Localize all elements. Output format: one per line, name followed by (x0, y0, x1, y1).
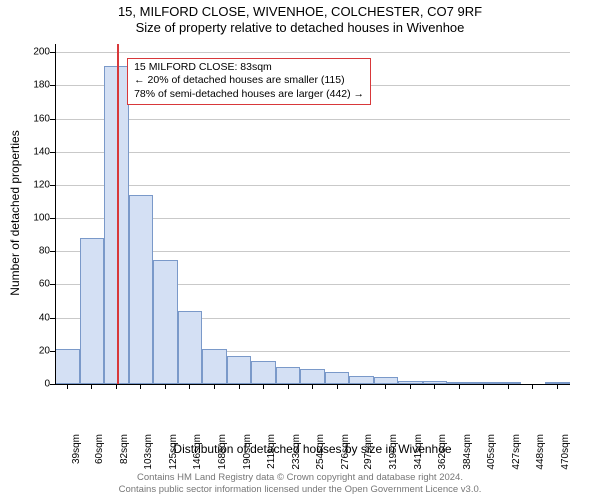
annotation-line: 78% of semi-detached houses are larger (… (134, 88, 364, 102)
y-tick-label: 120 (20, 179, 50, 190)
histogram-bar (178, 311, 203, 384)
histogram-bar (349, 376, 374, 384)
attribution-footer: Contains HM Land Registry data © Crown c… (0, 472, 600, 495)
histogram-bar (80, 238, 105, 384)
gridline (55, 152, 570, 153)
y-tick-label: 40 (20, 312, 50, 323)
y-tick-label: 80 (20, 246, 50, 257)
chart-title: 15, MILFORD CLOSE, WIVENHOE, COLCHESTER,… (0, 4, 600, 20)
plot-area: 02040608010012014016018020039sqm60sqm82s… (55, 44, 570, 384)
gridline (55, 119, 570, 120)
histogram-bar (129, 195, 154, 384)
y-tick-label: 20 (20, 345, 50, 356)
annotation-box: 15 MILFORD CLOSE: 83sqm← 20% of detached… (127, 58, 371, 105)
footer-line-1: Contains HM Land Registry data © Crown c… (0, 472, 600, 483)
y-tick-label: 60 (20, 279, 50, 290)
y-axis-line (55, 44, 56, 384)
y-tick-label: 100 (20, 213, 50, 224)
histogram-bar (227, 356, 252, 384)
histogram-bar (153, 260, 178, 384)
y-tick-label: 0 (20, 379, 50, 390)
reference-line (117, 44, 119, 384)
y-axis-title: Number of detached properties (8, 113, 22, 313)
histogram-bar (104, 66, 129, 384)
x-axis-title: Distribution of detached houses by size … (55, 442, 570, 456)
annotation-line: 15 MILFORD CLOSE: 83sqm (134, 61, 364, 75)
annotation-line: ← 20% of detached houses are smaller (11… (134, 74, 364, 88)
chart-subtitle: Size of property relative to detached ho… (0, 20, 600, 36)
histogram-bar (300, 369, 325, 384)
y-tick-label: 160 (20, 113, 50, 124)
histogram-bar (251, 361, 276, 384)
gridline (55, 52, 570, 53)
x-axis-line (55, 384, 570, 385)
histogram-bar (202, 349, 227, 384)
histogram-bar (55, 349, 80, 384)
histogram-bar (325, 372, 350, 384)
chart-root: 15, MILFORD CLOSE, WIVENHOE, COLCHESTER,… (0, 0, 600, 500)
title-block: 15, MILFORD CLOSE, WIVENHOE, COLCHESTER,… (0, 4, 600, 35)
gridline (55, 185, 570, 186)
histogram-bar (276, 367, 301, 384)
histogram-bar (374, 377, 399, 384)
y-tick-label: 200 (20, 47, 50, 58)
y-tick-label: 140 (20, 146, 50, 157)
y-tick-label: 180 (20, 80, 50, 91)
footer-line-2: Contains public sector information licen… (0, 484, 600, 495)
